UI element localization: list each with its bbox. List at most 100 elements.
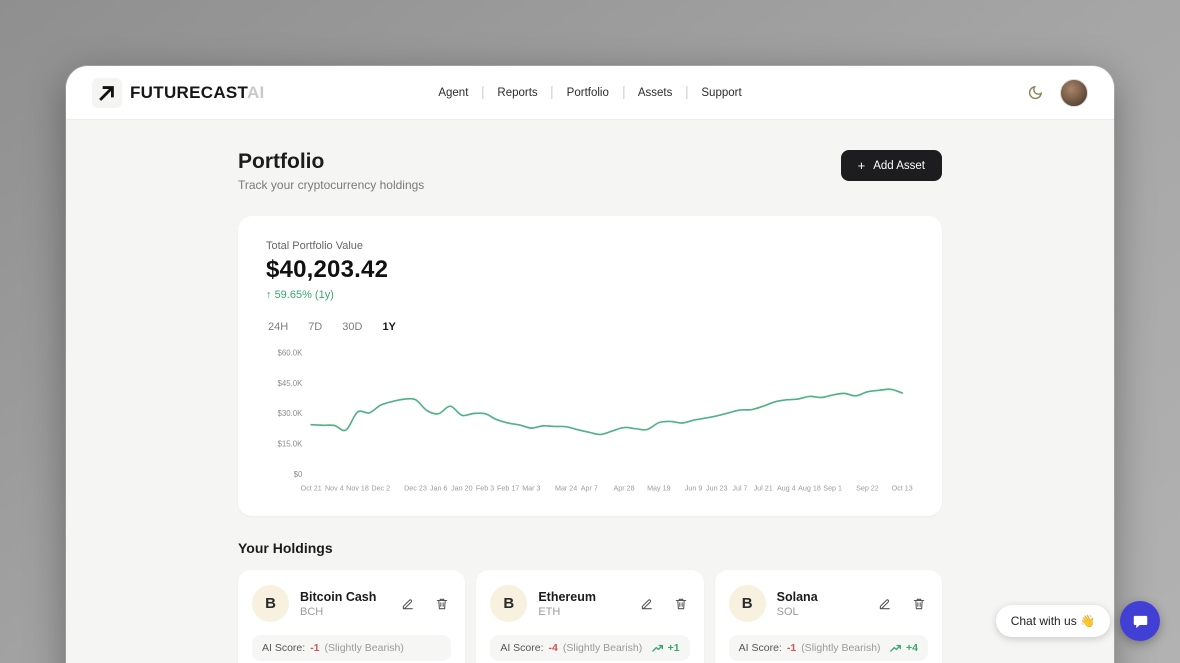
coin-meta: Ethereum ETH [538,590,596,618]
svg-text:Jun 9: Jun 9 [685,484,703,492]
ai-score-sentiment: (Slightly Bearish) [324,642,404,655]
trash-icon [437,598,448,609]
edit-asset-button[interactable] [638,595,656,613]
card-actions [638,595,690,613]
coin-symbol: SOL [776,605,799,618]
tab-24h[interactable]: 24H [268,321,289,333]
ai-score-sentiment: (Slightly Bearish) [562,642,643,655]
ai-score-sentiment: (Slightly Bearish) [801,642,881,655]
svg-text:Jul 7: Jul 7 [732,484,747,492]
svg-text:$15.0K: $15.0K [277,440,303,449]
svg-text:$45.0K: $45.0K [277,379,303,388]
svg-text:Jan 6: Jan 6 [430,484,448,492]
edit-pencil-icon [879,598,890,609]
ai-score-label: AI Score: [500,642,544,655]
svg-text:Aug 18: Aug 18 [798,484,821,492]
nav-item-support[interactable]: Support [701,86,742,99]
svg-text:Oct 13: Oct 13 [892,484,913,492]
time-range-tabs: 24H 7D 30D 1Y [266,319,914,335]
ai-score-label: AI Score: [262,642,306,655]
coin-icon: B [728,585,766,623]
coin-icon: B [490,585,528,623]
coin-icon: B [252,585,289,623]
score-trend: +1 [651,642,680,654]
delete-asset-button[interactable] [910,595,928,613]
svg-text:Nov 4: Nov 4 [325,484,344,492]
tab-30d[interactable]: 30D [342,321,363,333]
nav-item-portfolio[interactable]: Portfolio [566,86,609,99]
up-arrow-icon: ↑ [266,289,272,301]
svg-text:Jul 21: Jul 21 [754,484,773,492]
ai-score-row: AI Score: -1 (Slightly Bearish) +4 [728,635,928,662]
nav-divider [686,86,688,99]
coin-symbol: ETH [538,605,561,618]
nav-divider [551,86,553,99]
svg-text:Jan 20: Jan 20 [451,484,473,492]
svg-text:Oct 21: Oct 21 [301,484,322,492]
nav-divider [482,86,484,99]
svg-text:May 19: May 19 [647,484,670,492]
portfolio-value-card: Total Portfolio Value $40,203.42 ↑ 59.65… [238,216,942,517]
holding-card-sol: B Solana SOL AI Score: [714,570,942,663]
delete-asset-button[interactable] [433,595,451,613]
nav-item-agent[interactable]: Agent [438,86,469,99]
tab-7d[interactable]: 7D [308,321,323,333]
page-subtitle: Track your cryptocurrency holdings [238,178,425,192]
score-trend: +4 [890,642,918,654]
svg-text:Feb 3: Feb 3 [476,484,494,492]
svg-text:$30.0K: $30.0K [277,409,303,418]
chat-fab-button[interactable] [1120,601,1160,641]
svg-text:Aug 4: Aug 4 [777,484,796,492]
add-asset-button[interactable]: + Add Asset [840,150,942,181]
tab-1y[interactable]: 1Y [382,321,396,333]
ai-score-row: AI Score: -1 (Slightly Bearish) [252,635,452,662]
score-trend-value: +4 [906,642,918,655]
dark-mode-toggle[interactable] [1027,84,1044,101]
top-right-controls [1027,78,1088,107]
coin-symbol: BCH [300,605,324,618]
holdings-card-grid: B Bitcoin Cash BCH AI [238,570,942,663]
holding-card-header: B Solana SOL [728,585,928,623]
nav-divider [622,86,624,99]
value-change: ↑ 59.65% (1y) [266,289,914,301]
svg-text:$0: $0 [294,470,303,479]
svg-text:Nov 18: Nov 18 [346,484,369,492]
ai-score-label: AI Score: [738,642,782,655]
nav-item-assets[interactable]: Assets [637,86,673,99]
coin-name: Ethereum [538,589,596,604]
edit-asset-button[interactable] [876,595,894,613]
nav-item-reports[interactable]: Reports [497,86,538,99]
trending-up-icon [890,644,901,652]
add-asset-label: Add Asset [873,159,925,172]
svg-text:Dec 2: Dec 2 [371,484,390,492]
edit-asset-button[interactable] [399,595,417,613]
plus-icon: + [857,158,866,173]
chat-bubble-icon [1133,615,1147,628]
user-avatar[interactable] [1060,78,1088,107]
holding-card-eth: B Ethereum ETH AI Scor [476,570,704,663]
portfolio-line-series [310,388,904,436]
page-heading-group: Portfolio Track your cryptocurrency hold… [238,150,424,192]
svg-text:Feb 17: Feb 17 [497,484,519,492]
ai-score-row: AI Score: -4 (Slightly Bearish) +1 [490,635,690,662]
brand-suffix: AI [246,82,265,102]
svg-text:Mar 3: Mar 3 [522,484,540,492]
top-nav-bar: FUTURECASTAI Agent Reports Portfolio Ass… [66,66,1114,120]
chat-with-us-button[interactable]: Chat with us 👋 [995,605,1110,637]
edit-pencil-icon [403,598,413,609]
main-nav: Agent Reports Portfolio Assets Support [438,86,742,99]
delete-asset-button[interactable] [672,595,690,613]
holding-card-header: B Ethereum ETH [490,585,690,623]
brand-logo[interactable]: FUTURECASTAI [92,77,265,108]
svg-text:Dec 23: Dec 23 [404,484,427,492]
trending-up-icon [651,644,663,652]
ai-score-value: -4 [548,642,558,655]
ai-score-value: -1 [310,642,320,655]
total-value: $40,203.42 [266,256,389,283]
portfolio-line-chart: $0 $15.0K $30.0K $45.0K $60.0K Oct 21 Nov 4 Nov… [277,348,913,492]
app-window: FUTURECASTAI Agent Reports Portfolio Ass… [66,66,1114,663]
coin-name: Solana [776,589,818,604]
ai-score-value: -1 [786,642,797,655]
svg-text:Sep 22: Sep 22 [856,484,879,492]
svg-text:Apr 7: Apr 7 [581,484,598,492]
